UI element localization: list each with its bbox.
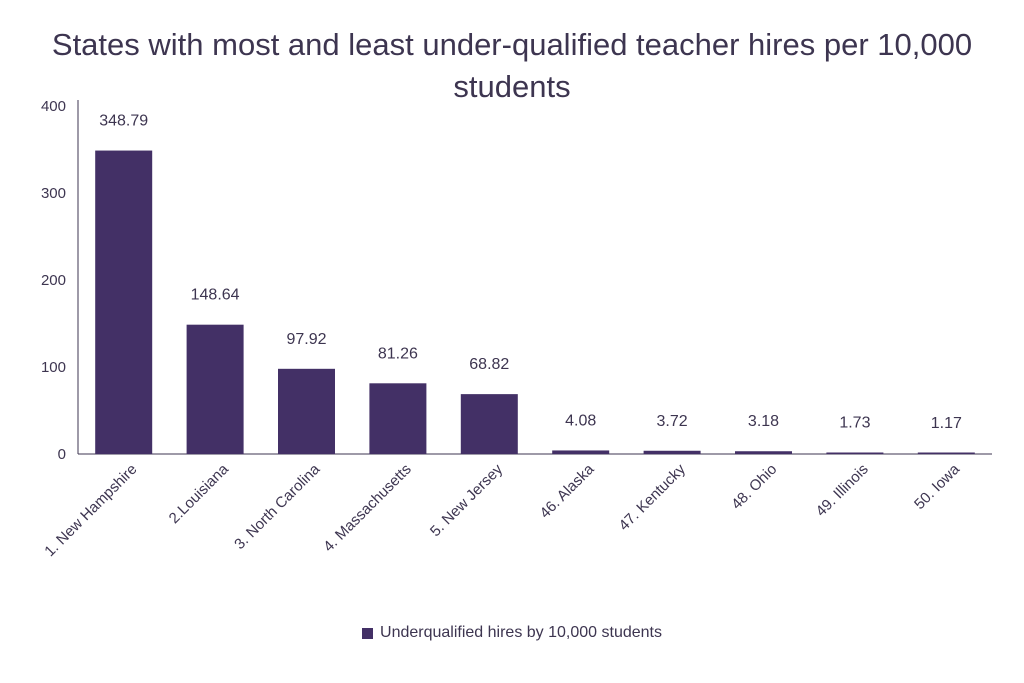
bar [460, 394, 518, 454]
bar [369, 383, 427, 454]
data-label: 81.26 [378, 345, 418, 362]
data-label: 3.18 [748, 413, 779, 430]
bar [95, 150, 153, 454]
x-tick-label: 3. North Carolina [231, 460, 324, 553]
x-tick-label: 49. Illinois [813, 461, 872, 520]
y-tick-label: 200 [41, 272, 66, 289]
data-label: 3.72 [657, 413, 688, 430]
data-label: 1.17 [931, 415, 962, 432]
data-label: 4.08 [565, 412, 596, 429]
bar [735, 451, 792, 454]
data-label: 68.82 [469, 356, 509, 373]
data-label: 148.64 [191, 287, 240, 304]
bar [826, 452, 884, 454]
bar [643, 450, 701, 454]
x-tick-label: 1. New Hampshire [41, 461, 140, 560]
y-tick-label: 100 [41, 359, 66, 376]
y-tick-label: 0 [58, 446, 66, 463]
y-tick-label: 300 [41, 185, 66, 202]
x-tick-label: 46. Alaska [537, 460, 598, 521]
x-tick-label: 50. Iowa [911, 460, 964, 513]
x-tick-label: 4. Massachusetts [320, 461, 415, 556]
legend: Underqualified hires by 10,000 students [0, 624, 1024, 642]
x-tick-label: 5. New Jersey [427, 460, 507, 540]
x-tick-label: 2.Louisiana [166, 460, 233, 527]
data-label: 97.92 [286, 331, 326, 348]
legend-swatch [362, 627, 374, 639]
bar [552, 450, 610, 454]
x-tick-label: 47. Kentucky [616, 460, 690, 534]
data-label: 1.73 [839, 414, 870, 431]
bar [917, 452, 975, 454]
bar [278, 368, 335, 454]
chart-title: States with most and least under-qualifi… [51, 27, 973, 104]
x-tick-label: 48. Ohio [728, 461, 780, 513]
data-label: 348.79 [99, 113, 148, 130]
bar [186, 324, 244, 454]
legend-label: Underqualified hires by 10,000 students [380, 624, 662, 641]
y-tick-label: 400 [41, 98, 66, 115]
